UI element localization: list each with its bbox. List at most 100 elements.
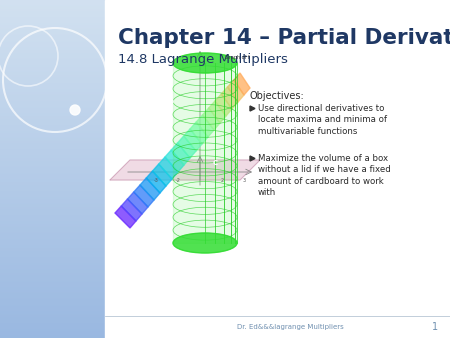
Bar xyxy=(0,68,105,69)
Bar xyxy=(0,48,105,49)
Bar xyxy=(0,112,105,113)
Bar xyxy=(0,169,105,170)
Bar xyxy=(0,51,105,52)
Bar xyxy=(0,3,105,4)
Bar xyxy=(0,253,105,254)
Bar xyxy=(0,222,105,223)
Bar xyxy=(0,325,105,326)
Bar xyxy=(0,330,105,331)
Polygon shape xyxy=(250,106,255,111)
Bar xyxy=(0,150,105,151)
Bar xyxy=(0,143,105,144)
Bar xyxy=(0,94,105,95)
Bar xyxy=(0,227,105,228)
Bar xyxy=(0,84,105,85)
Bar xyxy=(0,131,105,132)
Bar xyxy=(0,206,105,207)
Bar xyxy=(0,247,105,248)
Bar xyxy=(0,335,105,336)
Bar xyxy=(0,322,105,323)
Bar xyxy=(0,205,105,206)
Bar xyxy=(0,192,105,193)
Bar xyxy=(0,275,105,276)
Bar xyxy=(0,40,105,41)
Bar xyxy=(0,57,105,58)
Bar xyxy=(0,300,105,301)
Polygon shape xyxy=(190,122,208,144)
Bar xyxy=(0,308,105,309)
Bar xyxy=(0,66,105,67)
Bar xyxy=(0,58,105,59)
Bar xyxy=(0,104,105,105)
Bar xyxy=(0,259,105,260)
Bar xyxy=(0,309,105,310)
Bar xyxy=(0,95,105,96)
Bar xyxy=(0,167,105,168)
Bar xyxy=(0,226,105,227)
Bar xyxy=(0,34,105,35)
Bar xyxy=(0,303,105,304)
Bar xyxy=(0,149,105,150)
Bar xyxy=(0,19,105,20)
Bar xyxy=(0,78,105,79)
Bar xyxy=(0,130,105,131)
Bar xyxy=(0,320,105,321)
Bar xyxy=(0,228,105,229)
Polygon shape xyxy=(134,185,154,207)
Bar xyxy=(0,108,105,109)
Bar xyxy=(0,215,105,216)
Bar xyxy=(0,293,105,294)
Bar xyxy=(0,179,105,180)
Bar xyxy=(0,234,105,235)
Polygon shape xyxy=(146,171,166,193)
Bar xyxy=(0,177,105,178)
Bar xyxy=(0,29,105,30)
Bar xyxy=(0,1,105,2)
Polygon shape xyxy=(159,157,178,179)
Bar xyxy=(0,151,105,152)
Bar xyxy=(0,281,105,282)
Bar xyxy=(0,134,105,135)
Polygon shape xyxy=(184,129,202,151)
Bar xyxy=(0,258,105,259)
Bar xyxy=(0,103,105,104)
Bar xyxy=(0,156,105,157)
Bar xyxy=(0,2,105,3)
Bar xyxy=(0,110,105,111)
Bar xyxy=(0,148,105,149)
Bar xyxy=(0,189,105,190)
Bar xyxy=(0,298,105,299)
Bar xyxy=(0,252,105,253)
Bar xyxy=(0,220,105,221)
Polygon shape xyxy=(177,136,196,158)
Bar xyxy=(0,221,105,222)
Bar xyxy=(0,295,105,296)
Bar xyxy=(0,186,105,187)
Bar xyxy=(0,106,105,107)
Bar xyxy=(0,71,105,72)
Bar xyxy=(0,145,105,146)
Bar xyxy=(0,274,105,275)
Bar xyxy=(0,197,105,198)
Polygon shape xyxy=(127,192,148,214)
Bar xyxy=(0,304,105,305)
Bar xyxy=(0,117,105,118)
Bar xyxy=(0,166,105,167)
Bar xyxy=(0,113,105,114)
Bar xyxy=(0,24,105,25)
Bar xyxy=(0,314,105,315)
Bar xyxy=(0,217,105,218)
Bar xyxy=(0,208,105,209)
Bar xyxy=(0,251,105,252)
Bar xyxy=(0,14,105,15)
Bar xyxy=(0,129,105,130)
Bar xyxy=(0,13,105,14)
Bar xyxy=(0,271,105,272)
Bar xyxy=(0,294,105,295)
Bar xyxy=(0,292,105,293)
Bar xyxy=(0,323,105,324)
Polygon shape xyxy=(234,73,250,95)
Bar xyxy=(0,28,105,29)
Bar xyxy=(0,219,105,220)
Bar xyxy=(0,16,105,17)
